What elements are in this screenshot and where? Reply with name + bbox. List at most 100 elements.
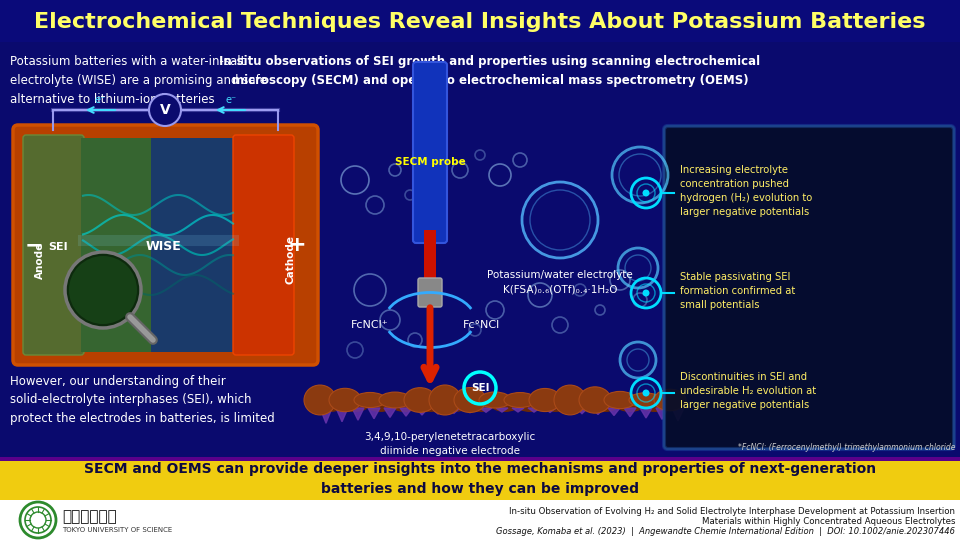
Polygon shape (640, 408, 652, 418)
Ellipse shape (454, 388, 486, 413)
Text: Increasing electrolyte
concentration pushed
hydrogen (H₂) evolution to
larger ne: Increasing electrolyte concentration pus… (680, 165, 812, 217)
Polygon shape (352, 408, 364, 420)
Polygon shape (656, 408, 668, 420)
Circle shape (69, 256, 137, 324)
Ellipse shape (304, 385, 336, 415)
Ellipse shape (391, 398, 419, 412)
Text: TOKYO UNIVERSITY OF SCIENCE: TOKYO UNIVERSITY OF SCIENCE (62, 527, 172, 533)
FancyBboxPatch shape (81, 138, 151, 352)
Circle shape (65, 252, 141, 328)
FancyBboxPatch shape (13, 125, 318, 365)
Text: *FcNCl: (Ferrocenylmethyl) trimethylammonium chloride: *FcNCl: (Ferrocenylmethyl) trimethylammo… (737, 443, 955, 453)
Circle shape (642, 289, 650, 296)
Ellipse shape (604, 392, 636, 409)
Ellipse shape (541, 398, 569, 412)
Text: e⁻: e⁻ (226, 95, 236, 105)
Circle shape (642, 190, 650, 197)
Text: Stable passivating SEI
formation confirmed at
small potentials: Stable passivating SEI formation confirm… (680, 272, 795, 310)
Text: Potassium batteries with a water-in-salt
electrolyte (WISE) are a promising and : Potassium batteries with a water-in-salt… (10, 55, 267, 106)
Polygon shape (448, 408, 460, 413)
Polygon shape (560, 408, 572, 413)
Ellipse shape (316, 398, 344, 412)
Text: 東京理科大学: 東京理科大学 (62, 510, 117, 524)
Circle shape (642, 389, 650, 396)
FancyBboxPatch shape (233, 135, 294, 355)
Text: V: V (159, 103, 170, 117)
Polygon shape (512, 408, 524, 412)
Ellipse shape (366, 398, 394, 412)
Ellipse shape (504, 393, 536, 408)
FancyBboxPatch shape (81, 138, 236, 352)
Polygon shape (608, 408, 620, 416)
Ellipse shape (654, 389, 686, 411)
Text: In-situ Observation of Evolving H₂ and Solid Electrolyte Interphase Development : In-situ Observation of Evolving H₂ and S… (509, 507, 955, 516)
Ellipse shape (566, 398, 594, 412)
Ellipse shape (379, 392, 411, 408)
Text: Anode: Anode (35, 241, 45, 279)
Polygon shape (416, 408, 428, 415)
FancyBboxPatch shape (0, 460, 960, 500)
Text: e⁻: e⁻ (94, 95, 106, 105)
Circle shape (149, 94, 181, 126)
FancyBboxPatch shape (664, 126, 954, 449)
Ellipse shape (416, 398, 444, 412)
Ellipse shape (591, 398, 619, 412)
Polygon shape (320, 408, 332, 423)
Text: Cathode: Cathode (286, 235, 296, 285)
Polygon shape (432, 408, 444, 414)
Text: However, our understanding of their
solid-electrolyte interphases (SEI), which
p: However, our understanding of their soli… (10, 375, 275, 425)
Text: −: − (25, 235, 43, 255)
Text: FcNCl⁺: FcNCl⁺ (351, 320, 389, 330)
Polygon shape (480, 408, 492, 413)
Polygon shape (384, 408, 396, 417)
Ellipse shape (341, 398, 369, 412)
Ellipse shape (329, 388, 361, 411)
Text: In-situ observations of SEI growth and properties using scanning electrochemical: In-situ observations of SEI growth and p… (220, 55, 760, 87)
FancyBboxPatch shape (413, 62, 447, 243)
Polygon shape (592, 408, 604, 415)
Ellipse shape (491, 398, 519, 412)
FancyBboxPatch shape (424, 230, 436, 285)
Text: 3,4,9,10-perylenetetracarboxylic
diimide negative electrode: 3,4,9,10-perylenetetracarboxylic diimide… (365, 432, 536, 456)
FancyBboxPatch shape (0, 0, 960, 42)
Ellipse shape (616, 398, 644, 412)
Ellipse shape (479, 392, 511, 408)
FancyBboxPatch shape (0, 457, 960, 461)
Polygon shape (368, 408, 380, 418)
Text: Discontinuities in SEI and
undesirable H₂ evolution at
larger negative potential: Discontinuities in SEI and undesirable H… (680, 372, 816, 410)
Text: SECM probe: SECM probe (395, 157, 466, 167)
Text: WISE: WISE (145, 240, 180, 253)
Ellipse shape (441, 398, 469, 412)
Ellipse shape (629, 393, 661, 407)
Ellipse shape (554, 385, 586, 415)
Text: Gossage, Komaba et al. (2023)  |  Angewandte Chemie International Edition  |  DO: Gossage, Komaba et al. (2023) | Angewand… (496, 528, 955, 537)
Ellipse shape (404, 388, 436, 413)
Ellipse shape (529, 388, 561, 411)
Polygon shape (464, 408, 476, 413)
FancyBboxPatch shape (0, 42, 960, 460)
Polygon shape (528, 408, 540, 412)
Ellipse shape (354, 393, 386, 408)
FancyBboxPatch shape (0, 500, 960, 540)
Text: Potassium/water electrolyte
K(FSA)₀.₆(OTf)₀.₄·1H₂O: Potassium/water electrolyte K(FSA)₀.₆(OT… (487, 270, 633, 294)
Text: +: + (288, 235, 306, 255)
Text: Materials within Highly Concentrated Aqueous Electrolytes: Materials within Highly Concentrated Aqu… (702, 516, 955, 525)
Polygon shape (336, 408, 348, 422)
FancyBboxPatch shape (418, 278, 442, 307)
Ellipse shape (466, 398, 494, 412)
Polygon shape (672, 408, 684, 421)
Ellipse shape (429, 385, 461, 415)
Ellipse shape (579, 387, 611, 413)
Polygon shape (624, 408, 636, 417)
Polygon shape (400, 408, 412, 416)
FancyBboxPatch shape (23, 135, 84, 355)
Text: Electrochemical Techniques Reveal Insights About Potassium Batteries: Electrochemical Techniques Reveal Insigh… (35, 12, 925, 32)
Ellipse shape (641, 398, 669, 412)
Ellipse shape (516, 398, 544, 412)
Polygon shape (576, 408, 588, 414)
Polygon shape (544, 408, 556, 413)
Text: SEI: SEI (470, 383, 490, 393)
Text: Fc°NCl: Fc°NCl (464, 320, 500, 330)
Polygon shape (496, 408, 508, 412)
Text: SEI: SEI (48, 242, 68, 252)
